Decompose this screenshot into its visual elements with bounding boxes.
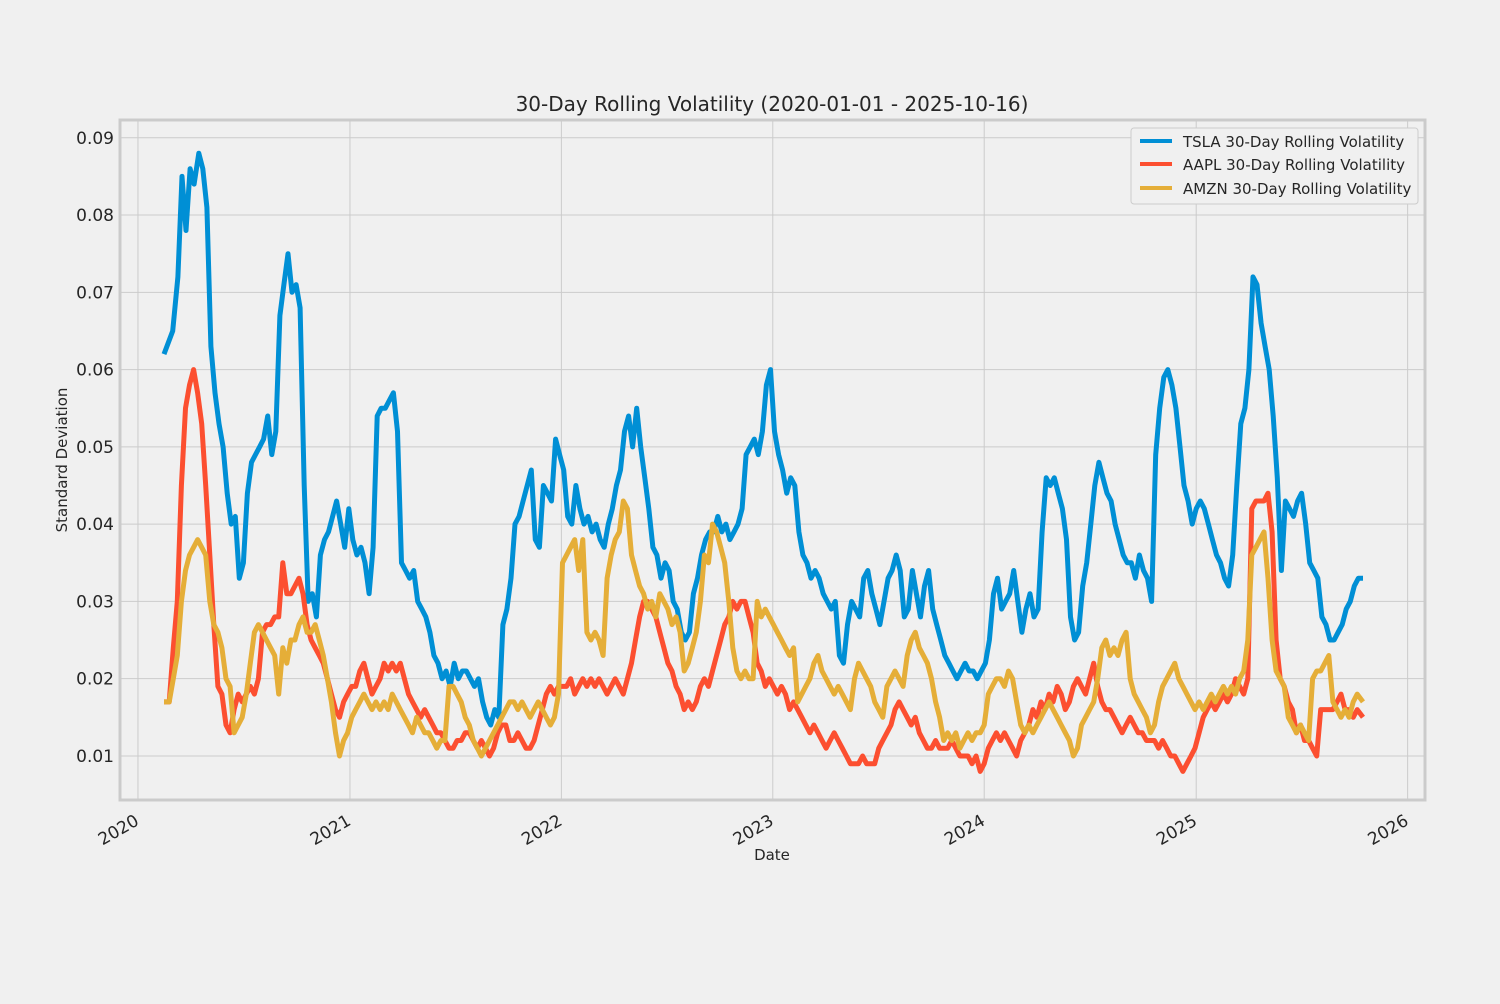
x-axis-label: Date (754, 846, 790, 864)
legend-label-tsla: TSLA 30-Day Rolling Volatility (1182, 133, 1404, 151)
legend-box (1130, 127, 1419, 205)
legend-label-amzn: AMZN 30-Day Rolling Volatility (1183, 180, 1411, 198)
legend-label-aapl: AAPL 30-Day Rolling Volatility (1183, 156, 1405, 174)
y-tick-label: 0.02 (76, 670, 114, 690)
y-tick-label: 0.04 (76, 515, 114, 535)
y-tick-label: 0.07 (76, 283, 114, 303)
y-axis-label: Standard Deviation (53, 388, 71, 533)
series-line-tsla (161, 150, 1363, 728)
series-lines (161, 150, 1366, 774)
legend: TSLA 30-Day Rolling Volatility AAPL 30-D… (1130, 127, 1419, 205)
series-line-aapl (164, 367, 1365, 774)
chart-title: 30-Day Rolling Volatility (2020-01-01 - … (516, 92, 1029, 116)
y-tick-label: 0.05 (76, 438, 114, 458)
series-line-amzn (164, 498, 1366, 759)
y-tick-label: 0.01 (76, 747, 114, 767)
y-tick-label: 0.09 (76, 129, 114, 149)
y-tick-label: 0.08 (76, 206, 114, 226)
y-tick-label: 0.03 (76, 592, 114, 612)
y-tick-label: 0.06 (76, 361, 114, 381)
